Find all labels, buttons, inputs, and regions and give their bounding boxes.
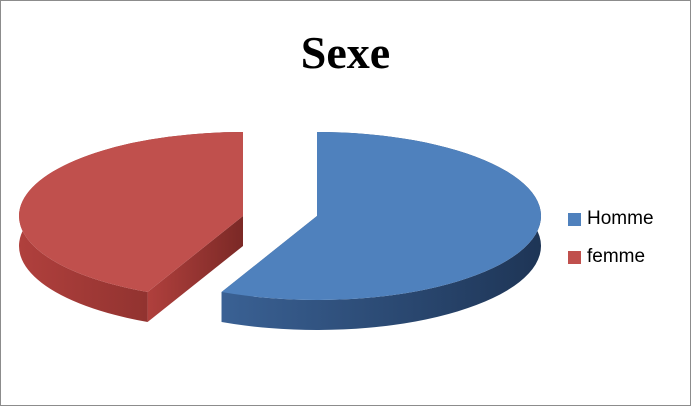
legend-item-femme: femme	[568, 245, 654, 269]
pie-slice-femme-edge-0	[147, 216, 243, 322]
chart-title: Sexe	[300, 27, 391, 78]
legend-swatch-homme	[568, 212, 581, 226]
legend-swatch-femme	[568, 250, 581, 264]
pie-slice-homme	[221, 132, 542, 301]
legend-label-homme: Homme	[587, 208, 654, 229]
legend-item-homme: Homme	[568, 207, 654, 231]
pie-slice-femme	[19, 132, 244, 292]
chart-legend: Homme femme	[568, 207, 654, 283]
legend-label-femme: femme	[587, 246, 646, 267]
